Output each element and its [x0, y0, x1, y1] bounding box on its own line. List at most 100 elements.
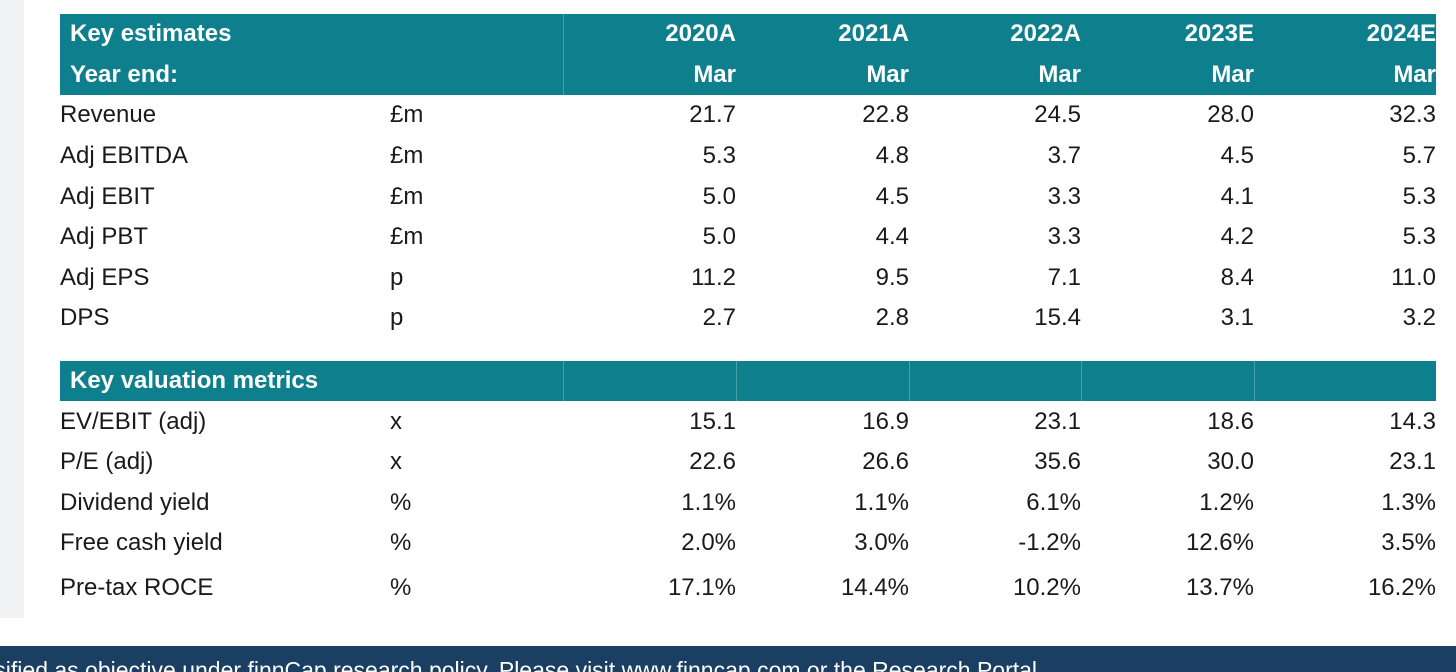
year-end-label: Year end:	[60, 54, 563, 96]
cell-value: 4.4	[875, 223, 909, 251]
row-label: DPS	[60, 304, 110, 332]
cell-value: 4.5	[875, 182, 909, 210]
cell-value: 5.3	[1402, 223, 1436, 251]
cell-value: 3.5%	[1381, 529, 1436, 557]
header-cell	[908, 360, 1081, 402]
row-unit: %	[390, 529, 412, 557]
cell-value: 3.1	[1220, 304, 1254, 332]
row-unit: %	[390, 573, 412, 601]
row-label: Adj EPS	[60, 263, 150, 291]
cell-value: 35.6	[1034, 448, 1081, 476]
cell-value: 18.6	[1207, 407, 1254, 435]
estimates-header-row: Key estimates 2020A 2021A 2022A 2023E 20…	[60, 14, 1436, 55]
cell-value: 3.7	[1047, 142, 1081, 170]
month-header: Mar	[736, 54, 909, 96]
cell-value: 23.1	[1389, 448, 1436, 476]
cell-value: 28.0	[1207, 101, 1254, 129]
table-row: Free cash yield % 2.0% 3.0% -1.2% 12.6% …	[60, 523, 1436, 564]
year-header: 2020A	[562, 14, 736, 55]
table-row: Revenue £m 21.7 22.8 24.5 28.0 32.3	[60, 95, 1436, 136]
valuation-header-row: Key valuation metrics	[60, 360, 1436, 402]
row-label: Adj PBT	[60, 223, 149, 251]
cell-value: 14.3	[1389, 407, 1436, 435]
cell-value: 5.3	[702, 142, 736, 170]
year-header: 2022A	[909, 14, 1081, 55]
cell-value: 16.9	[862, 407, 909, 435]
cell-value: 8.4	[1220, 263, 1254, 291]
cell-value: 4.2	[1220, 223, 1254, 251]
section-spacer	[60, 339, 1436, 361]
cell-value: 24.5	[1034, 101, 1081, 129]
month-header: Mar	[909, 54, 1081, 96]
cell-value: 5.3	[1402, 182, 1436, 210]
row-unit: £m	[390, 223, 424, 251]
year-end-row: Year end: Mar Mar Mar Mar Mar	[60, 54, 1436, 96]
row-unit: x	[390, 448, 402, 476]
cell-value: 4.1	[1220, 182, 1254, 210]
cell-value: 15.1	[689, 407, 736, 435]
header-cell	[562, 360, 736, 402]
table-row: P/E (adj) x 22.6 26.6 35.6 30.0 23.1	[60, 442, 1436, 483]
row-label: EV/EBIT (adj)	[60, 407, 207, 435]
cell-value: 7.1	[1047, 263, 1081, 291]
disclaimer-footer: assified as objective under finnCap rese…	[0, 646, 1456, 672]
cell-value: 2.8	[875, 304, 909, 332]
row-label: Adj EBIT	[60, 182, 155, 210]
cell-value: 16.2%	[1367, 573, 1436, 601]
cell-value: 4.5	[1220, 142, 1254, 170]
cell-value: 15.4	[1034, 304, 1081, 332]
cell-value: 26.6	[862, 448, 909, 476]
cell-value: 22.8	[862, 101, 909, 129]
cell-value: 5.7	[1402, 142, 1436, 170]
row-label: Revenue	[60, 101, 157, 129]
table-row: DPS p 2.7 2.8 15.4 3.1 3.2	[60, 298, 1436, 339]
table-row: Adj EBITDA £m 5.3 4.8 3.7 4.5 5.7	[60, 136, 1436, 177]
cell-value: 3.3	[1047, 223, 1081, 251]
cell-value: 30.0	[1207, 448, 1254, 476]
valuation-title: Key valuation metrics	[60, 360, 563, 402]
disclaimer-text: assified as objective under finnCap rese…	[0, 657, 1038, 672]
table-row: Adj EBIT £m 5.0 4.5 3.3 4.1 5.3	[60, 176, 1436, 217]
cell-value: 1.1%	[681, 488, 736, 516]
cell-value: 22.6	[689, 448, 736, 476]
header-cell	[1080, 360, 1254, 402]
cell-value: 1.3%	[1381, 488, 1436, 516]
cell-value: 5.0	[702, 182, 736, 210]
table-row: EV/EBIT (adj) x 15.1 16.9 23.1 18.6 14.3	[60, 401, 1436, 442]
row-label: Adj EBITDA	[60, 142, 189, 170]
year-header: 2021A	[736, 14, 909, 55]
header-cell	[1253, 360, 1436, 402]
cell-value: 9.5	[875, 263, 909, 291]
year-header: 2023E	[1081, 14, 1254, 55]
table-row: Adj PBT £m 5.0 4.4 3.3 4.2 5.3	[60, 217, 1436, 258]
cell-value: 4.8	[875, 142, 909, 170]
cell-value: 3.2	[1402, 304, 1436, 332]
key-estimates-table: Key estimates 2020A 2021A 2022A 2023E 20…	[60, 14, 1436, 612]
cell-value: 11.2	[691, 263, 736, 291]
estimates-title: Key estimates	[60, 14, 563, 55]
header-cell	[735, 360, 909, 402]
row-unit: p	[390, 263, 404, 291]
cell-value: 3.3	[1047, 182, 1081, 210]
row-label: P/E (adj)	[60, 448, 154, 476]
cell-value: 2.0%	[681, 529, 736, 557]
row-unit: x	[390, 407, 402, 435]
row-unit: p	[390, 304, 404, 332]
cell-value: 17.1%	[667, 573, 736, 601]
row-label: Dividend yield	[60, 488, 210, 516]
cell-value: 14.4%	[840, 573, 909, 601]
row-unit: £m	[390, 182, 424, 210]
row-label: Pre-tax ROCE	[60, 573, 214, 601]
table-row: Pre-tax ROCE % 17.1% 14.4% 10.2% 13.7% 1…	[60, 564, 1436, 612]
month-header: Mar	[1081, 54, 1254, 96]
cell-value: 21.7	[689, 101, 736, 129]
cell-value: 1.1%	[854, 488, 909, 516]
row-unit: %	[390, 488, 412, 516]
year-header: 2024E	[1254, 14, 1436, 55]
cell-value: 32.3	[1389, 101, 1436, 129]
cell-value: 13.7%	[1185, 573, 1254, 601]
row-unit: £m	[390, 101, 424, 129]
row-unit: £m	[390, 142, 424, 170]
table-row: Adj EPS p 11.2 9.5 7.1 8.4 11.0	[60, 258, 1436, 299]
left-margin-strip	[0, 0, 24, 618]
